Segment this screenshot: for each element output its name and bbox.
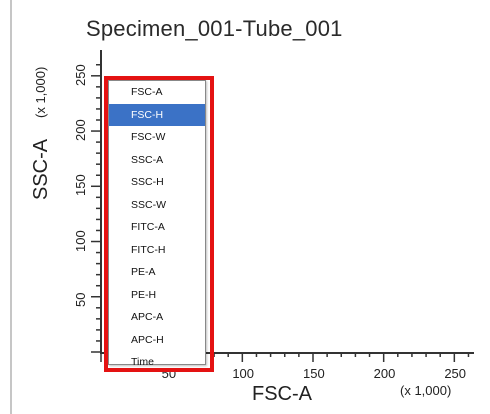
dropdown-item-apc-h[interactable]: APC-H — [131, 333, 164, 346]
dropdown-item-fsc-a[interactable]: FSC-A — [131, 86, 163, 98]
dropdown-item-pe-a[interactable]: PE-A — [131, 266, 156, 278]
plot-title: Specimen_001-Tube_001 — [86, 16, 343, 41]
y-tick-label: 100 — [73, 229, 88, 252]
y-tick-label: 150 — [73, 174, 88, 197]
parameter-dropdown-menu[interactable]: FSC-A FSC-H FSC-W SSC-A SSC-H SSC-W FITC-A FITC… — [108, 80, 206, 368]
x-tick-label: 100 — [232, 366, 255, 381]
x-axis-multiplier: (x 1,000) — [400, 383, 452, 398]
dropdown-item-fitc-a[interactable]: FITC-A — [131, 221, 165, 233]
dropdown-item-time[interactable]: Time — [131, 356, 154, 368]
x-tick-label: 200 — [373, 366, 396, 381]
y-axis-title[interactable]: SSC-A — [30, 138, 52, 200]
x-tick-label: 150 — [303, 366, 325, 381]
y-axis-multiplier: (x 1,000) — [33, 66, 48, 118]
panel-divider — [10, 0, 12, 414]
dropdown-item-fsc-h[interactable]: FSC-H — [109, 103, 205, 126]
dropdown-item-ssc-h[interactable]: SSC-H — [131, 176, 164, 188]
x-axis-title[interactable]: FSC-A — [252, 383, 312, 405]
y-tick-label: 250 — [73, 64, 88, 86]
dropdown-item-pe-h[interactable]: PE-H — [131, 288, 157, 301]
dropdown-item-apc-a[interactable]: APC-A — [131, 311, 164, 323]
parameter-list: FSC-A FSC-H FSC-W SSC-A SSC-H SSC-W FITC-A FITC… — [109, 81, 205, 374]
dropdown-item-ssc-w[interactable]: SSC-W — [131, 198, 166, 211]
dropdown-item-ssc-a[interactable]: SSC-A — [131, 153, 164, 166]
plot-area[interactable] — [100, 50, 474, 354]
y-axis-ticks — [91, 64, 101, 353]
x-tick-label: 250 — [444, 366, 467, 381]
dropdown-item-fitc-h[interactable]: FITC-H — [131, 243, 166, 256]
y-tick-label: 50 — [73, 292, 88, 307]
red-highlight-annotation — [104, 76, 214, 372]
dropdown-item-fsc-w[interactable]: FSC-W — [131, 131, 166, 143]
y-tick-label: 200 — [73, 119, 88, 142]
